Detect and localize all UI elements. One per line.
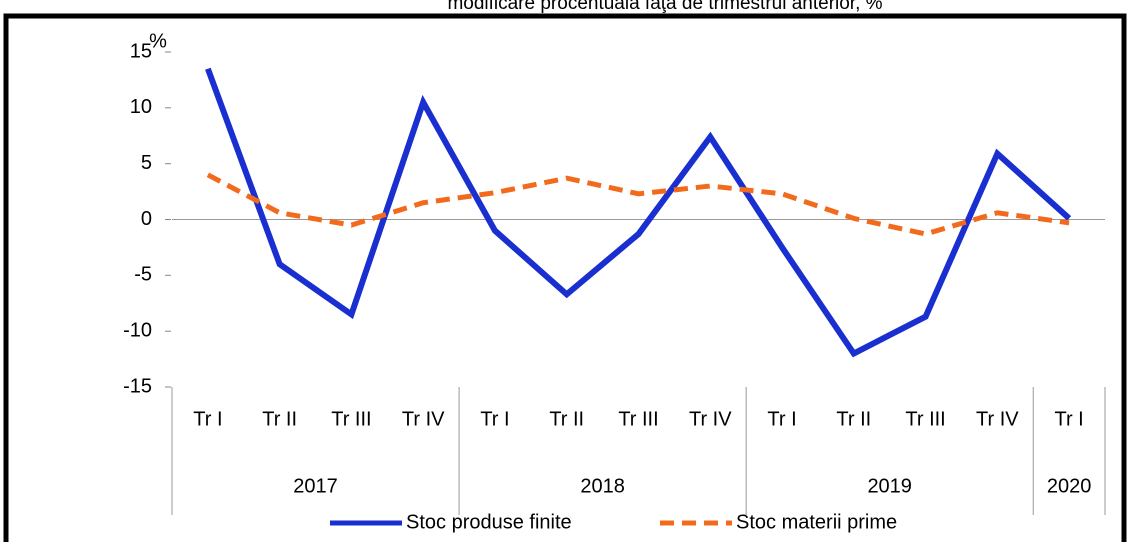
line-series bbox=[205, 67, 1072, 358]
x-tick-label: Tr IV bbox=[689, 408, 732, 430]
x-tick-label: Tr II bbox=[262, 408, 297, 430]
y-tick-label: 15 bbox=[130, 40, 152, 62]
legend-label: Stoc materii prime bbox=[736, 511, 897, 533]
x-tick-label: Tr III bbox=[331, 408, 371, 430]
x-group-label: 2017 bbox=[293, 475, 338, 497]
frame bbox=[3, 13, 1127, 542]
y-tick-label: 5 bbox=[141, 152, 152, 174]
x-tick-label: Tr IV bbox=[402, 408, 445, 430]
x-tick-label: Tr I bbox=[1054, 408, 1083, 430]
x-group-label: 2020 bbox=[1047, 475, 1092, 497]
y-tick-label: 10 bbox=[130, 96, 152, 118]
x-tick-label: Tr IV bbox=[976, 408, 1019, 430]
y-tick-label: -10 bbox=[123, 319, 152, 341]
line-series bbox=[206, 172, 1070, 237]
x-group-label: 2019 bbox=[867, 475, 912, 497]
x-tick-label: Tr III bbox=[905, 408, 945, 430]
chart-title: modificare procentuală faţă de trimestru… bbox=[447, 0, 882, 14]
y-tick-label: -5 bbox=[134, 264, 152, 286]
y-tick-label: -15 bbox=[123, 375, 152, 397]
x-group-label: 2018 bbox=[580, 475, 625, 497]
x-tick-label: Tr II bbox=[549, 408, 584, 430]
y-axis-label: % bbox=[149, 30, 167, 52]
x-tick-label: Tr I bbox=[767, 408, 796, 430]
y-tick-label: 0 bbox=[141, 208, 152, 230]
x-tick-label: Tr II bbox=[836, 408, 871, 430]
legend-label: Stoc produse finite bbox=[406, 511, 572, 533]
x-tick-label: Tr I bbox=[193, 408, 222, 430]
x-tick-label: Tr III bbox=[618, 408, 658, 430]
x-tick-label: Tr I bbox=[480, 408, 509, 430]
